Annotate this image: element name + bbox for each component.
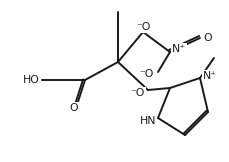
Text: N⁺: N⁺ — [171, 44, 185, 54]
Text: ⁻O: ⁻O — [130, 88, 144, 98]
Text: O: O — [69, 103, 78, 113]
Text: HO: HO — [23, 75, 40, 85]
Text: HN: HN — [139, 116, 155, 126]
Text: N⁺: N⁺ — [202, 71, 216, 81]
Text: O: O — [202, 33, 211, 43]
Text: ⁻O: ⁻O — [139, 69, 153, 79]
Text: ⁻O: ⁻O — [135, 22, 150, 32]
